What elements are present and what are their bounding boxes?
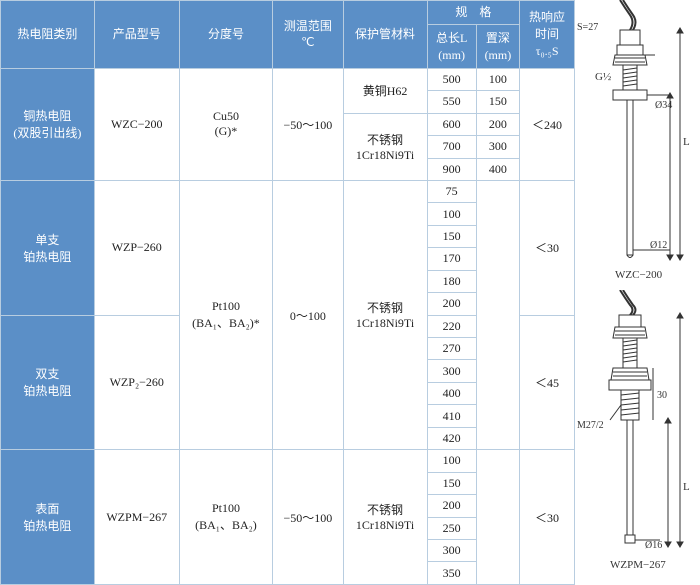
- cell-l: 100: [427, 450, 476, 472]
- row-range-4: −50～100: [273, 450, 343, 585]
- cell-d-empty: [476, 450, 519, 585]
- row-resp-4: ＜30: [520, 450, 575, 585]
- row-model-wzp260: WZP−260: [94, 180, 179, 315]
- row-mat-ss2: 不锈钢 1Cr18Ni9Ti: [343, 180, 427, 449]
- row-resp-2: ＜30: [520, 180, 575, 315]
- row-range-2: 0～100: [273, 180, 343, 449]
- diagram-label-wzpm267: WZPM−267: [610, 559, 666, 571]
- svg-text:G½: G½: [595, 71, 611, 83]
- cell-d: 400: [476, 158, 519, 180]
- header-length: 总长L (mm): [427, 25, 476, 68]
- cell-l: 300: [427, 360, 476, 382]
- row-cat-copper: 铜热电阻 (双股引出线): [1, 68, 95, 180]
- header-material: 保护管材料: [343, 1, 427, 69]
- cell-l: 220: [427, 315, 476, 337]
- svg-text:Ø16: Ø16: [645, 540, 662, 551]
- cell-l: 180: [427, 270, 476, 292]
- header-category: 热电阻类别: [1, 1, 95, 69]
- cell-l: 200: [427, 495, 476, 517]
- cell-l: 420: [427, 427, 476, 449]
- row-cat-surface-pt: 表面 铂热电阻: [1, 450, 95, 585]
- header-range: 测温范围 ℃: [273, 1, 343, 69]
- cell-l: 200: [427, 293, 476, 315]
- diagram-wzpm267: M27/2 Ø16 30 L WZPM−267: [575, 290, 700, 585]
- cell-l: 400: [427, 382, 476, 404]
- row-grade-pt100-2: Pt100 (BA₁、BA₂): [179, 450, 272, 585]
- diagram-wzc200: S=27 G½ Ø34 Ø12 L WZC−200: [575, 0, 700, 290]
- cell-d: 150: [476, 91, 519, 113]
- row-cat-single-pt: 单支 铂热电阻: [1, 180, 95, 315]
- row-range-1: −50～100: [273, 68, 343, 180]
- svg-text:M27/2: M27/2: [577, 420, 604, 431]
- svg-text:30: 30: [657, 390, 667, 401]
- header-grade: 分度号: [179, 1, 272, 69]
- header-spec: 规 格: [427, 1, 520, 25]
- cell-l: 350: [427, 562, 476, 585]
- header-depth: 置深 (mm): [476, 25, 519, 68]
- header-model: 产品型号: [94, 1, 179, 69]
- row-mat-ss1: 不锈钢 1Cr18Ni9Ti: [343, 113, 427, 180]
- cell-l: 410: [427, 405, 476, 427]
- cell-l: 250: [427, 517, 476, 539]
- cell-l: 75: [427, 180, 476, 202]
- row-cat-double-pt: 双支 铂热电阻: [1, 315, 95, 450]
- row-mat-ss3: 不锈钢 1Cr18Ni9Ti: [343, 450, 427, 585]
- diagram-label-wzc200: WZC−200: [615, 269, 663, 281]
- cell-d: 300: [476, 136, 519, 158]
- row-mat-brass: 黄铜H62: [343, 68, 427, 113]
- row-grade-pt100: Pt100 (BA₁、BA₂)*: [179, 180, 272, 449]
- row-grade-cu50: Cu50 (G)*: [179, 68, 272, 180]
- cell-l: 300: [427, 539, 476, 561]
- cell-l: 900: [427, 158, 476, 180]
- cell-d: 100: [476, 68, 519, 90]
- cell-l: 500: [427, 68, 476, 90]
- header-response: 热响应 时间 τ₀.₅S: [520, 1, 575, 69]
- cell-l: 150: [427, 472, 476, 494]
- cell-l: 600: [427, 113, 476, 135]
- row-model-wzpm267: WZPM−267: [94, 450, 179, 585]
- cell-d: 200: [476, 113, 519, 135]
- cell-d-empty: [476, 180, 519, 449]
- svg-text:S=27: S=27: [577, 22, 598, 33]
- svg-text:L: L: [683, 481, 690, 493]
- spec-table: 热电阻类别 产品型号 分度号 测温范围 ℃ 保护管材料 规 格 热响应 时间 τ…: [0, 0, 575, 585]
- row-resp-1: ＜240: [520, 68, 575, 180]
- cell-l: 170: [427, 248, 476, 270]
- row-resp-3: ＜45: [520, 315, 575, 450]
- cell-l: 100: [427, 203, 476, 225]
- cell-l: 550: [427, 91, 476, 113]
- svg-text:Ø12: Ø12: [650, 240, 667, 251]
- cell-l: 270: [427, 338, 476, 360]
- svg-text:L: L: [683, 136, 690, 148]
- cell-l: 700: [427, 136, 476, 158]
- row-model-wzc200: WZC−200: [94, 68, 179, 180]
- diagram-column: S=27 G½ Ø34 Ø12 L WZC−200: [575, 0, 700, 585]
- row-model-wzp2-260: WZP₂−260: [94, 315, 179, 450]
- cell-l: 150: [427, 225, 476, 247]
